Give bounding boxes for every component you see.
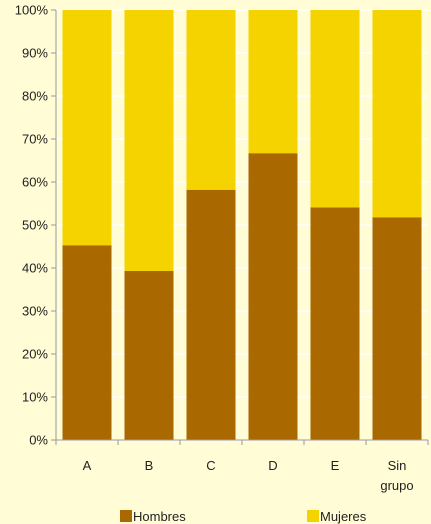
y-tick-label: 80%: [22, 89, 48, 104]
y-tick-label: 40%: [22, 261, 48, 276]
bars: [62, 10, 422, 440]
y-tick-label: 10%: [22, 390, 48, 405]
bar-mujeres-b: [124, 10, 174, 272]
y-tick-label: 70%: [22, 132, 48, 147]
y-tick-label: 0%: [29, 433, 48, 448]
y-tick-label: 30%: [22, 304, 48, 319]
y-tick-label: 20%: [22, 347, 48, 362]
y-tick-label: 50%: [22, 218, 48, 233]
bar-mujeres-d: [248, 10, 298, 154]
bar-mujeres-sin-grupo: [372, 10, 422, 218]
x-tick-label: D: [268, 458, 277, 473]
x-tick-label: E: [331, 458, 340, 473]
x-tick-label: C: [206, 458, 215, 473]
bar-hombres-d: [248, 153, 298, 440]
y-tick-label: 60%: [22, 175, 48, 190]
legend-label-hombres: Hombres: [133, 509, 186, 524]
x-tick-labels: A B C D E Sin grupo: [83, 458, 414, 493]
x-tick-label: B: [145, 458, 154, 473]
bar-mujeres-c: [186, 10, 236, 190]
bar-hombres-b: [124, 271, 174, 440]
y-tick-labels: 0% 10% 20% 30% 40% 50% 60% 70% 80% 90% 100%: [15, 3, 49, 448]
bar-hombres-c: [186, 189, 236, 440]
bar-hombres-e: [310, 207, 360, 440]
legend-swatch-mujeres: [307, 510, 319, 522]
legend-swatch-hombres: [120, 510, 132, 522]
axes: [55, 10, 429, 445]
bar-mujeres-e: [310, 10, 360, 208]
legend: Hombres Mujeres: [120, 509, 367, 524]
x-tick-label: Sin grupo: [380, 458, 413, 493]
grid-lines: [51, 9, 428, 441]
bar-hombres-a: [62, 245, 112, 440]
bar-mujeres-a: [62, 10, 112, 246]
y-tick-label: 100%: [15, 3, 49, 18]
x-tick-label: A: [83, 458, 92, 473]
legend-label-mujeres: Mujeres: [320, 509, 367, 524]
bar-hombres-sin-grupo: [372, 217, 422, 440]
y-tick-label: 90%: [22, 46, 48, 61]
